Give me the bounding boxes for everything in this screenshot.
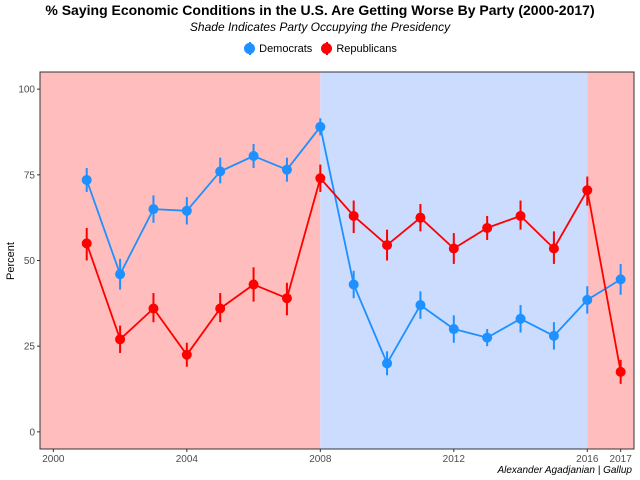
x-tick-label-2016: 2016: [576, 454, 599, 465]
point-democrats-2012: [448, 324, 459, 335]
point-republicans-2008: [315, 173, 326, 184]
shade-band-0: [40, 72, 321, 449]
point-republicans-2009: [348, 210, 359, 221]
point-republicans-2004: [181, 349, 192, 360]
point-republicans-2017: [615, 366, 626, 377]
chart-subtitle: Shade Indicates Party Occupying the Pres…: [189, 20, 451, 34]
point-democrats-2002: [115, 269, 126, 280]
y-axis-label: Percent: [5, 242, 17, 280]
point-democrats-2009: [348, 279, 359, 290]
point-republicans-2002: [115, 334, 126, 345]
point-democrats-2006: [248, 150, 259, 161]
y-tick-label-25: 25: [24, 342, 36, 353]
legend-label-republicans: Republicans: [336, 42, 397, 55]
point-democrats-2010: [382, 358, 393, 369]
point-democrats-2003: [148, 204, 159, 215]
point-republicans-2015: [548, 243, 559, 254]
point-republicans-2010: [382, 240, 393, 251]
presidency-shading: [40, 72, 634, 449]
point-republicans-2013: [482, 222, 493, 233]
chart-caption: Alexander Agadjanian | Gallup: [497, 465, 632, 476]
series: [81, 118, 626, 384]
legend-item-republicans: Republicans: [320, 42, 397, 55]
point-republicans-2012: [448, 243, 459, 254]
x-tick-label-2017: 2017: [610, 454, 633, 465]
y-tick-label-75: 75: [24, 170, 36, 181]
legend-swatch-republicans: [320, 42, 333, 55]
point-democrats-2008: [315, 121, 326, 132]
point-democrats-2011: [415, 300, 426, 311]
legend-item-democrats: Democrats: [243, 42, 312, 55]
x-tick-label-2004: 2004: [176, 454, 199, 465]
point-democrats-2005: [215, 166, 226, 177]
point-democrats-2004: [181, 205, 192, 216]
y-tick-label-0: 0: [29, 427, 35, 438]
shade-band-2: [587, 72, 634, 449]
point-republicans-2016: [582, 185, 593, 196]
legend: Democrats Republicans: [0, 42, 640, 55]
point-democrats-2013: [482, 332, 493, 343]
axes: 0 25 50 75 100 2000 2004 2008 2012 2016 2017: [18, 71, 635, 465]
point-democrats-2015: [548, 330, 559, 341]
point-republicans-2003: [148, 303, 159, 314]
point-democrats-2017: [615, 274, 626, 285]
y-tick-label-100: 100: [18, 85, 35, 96]
chart-title: % Saying Economic Conditions in the U.S.…: [45, 2, 595, 18]
y-tick-label-50: 50: [24, 256, 36, 267]
point-democrats-2014: [515, 313, 526, 324]
point-democrats-2001: [81, 174, 92, 185]
x-tick-label-2000: 2000: [42, 454, 65, 465]
point-republicans-2014: [515, 210, 526, 221]
x-tick-label-2012: 2012: [443, 454, 466, 465]
x-tick-label-2008: 2008: [309, 454, 332, 465]
point-republicans-2005: [215, 303, 226, 314]
legend-swatch-democrats: [243, 42, 256, 55]
legend-label-democrats: Democrats: [259, 42, 313, 55]
point-republicans-2011: [415, 212, 426, 223]
point-republicans-2007: [281, 293, 292, 304]
point-democrats-2007: [281, 164, 292, 175]
point-republicans-2006: [248, 279, 259, 290]
point-democrats-2016: [582, 294, 593, 305]
point-republicans-2001: [81, 238, 92, 249]
